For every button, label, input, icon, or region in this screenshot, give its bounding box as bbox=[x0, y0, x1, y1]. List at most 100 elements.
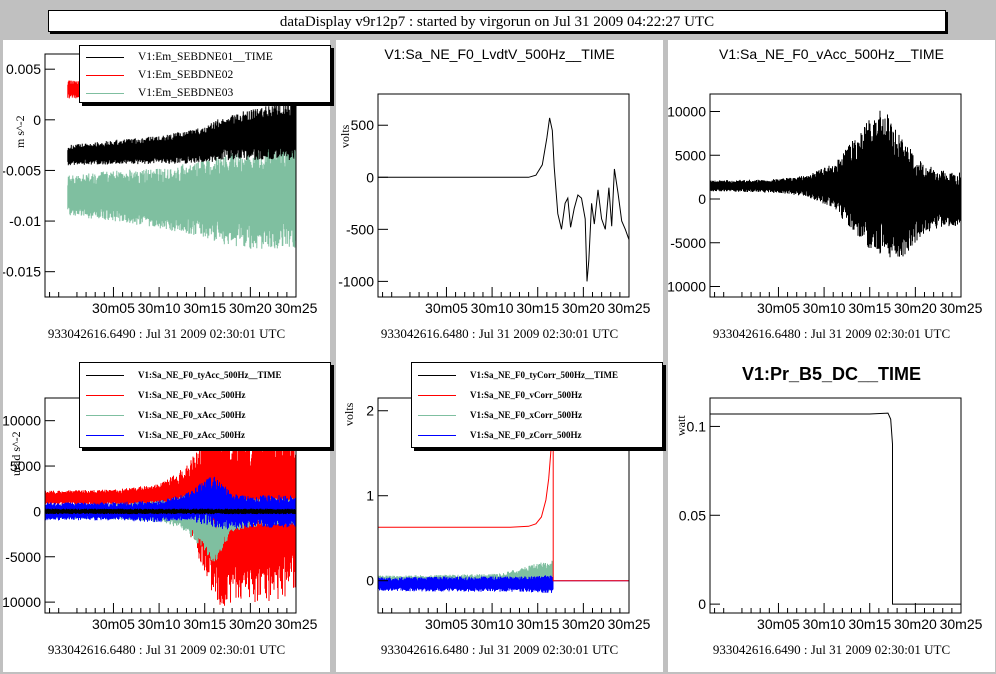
timestamp-footer: 933042616.6480 : Jul 31 2009 02:30:01 UT… bbox=[47, 642, 286, 657]
plot-frame bbox=[709, 93, 962, 298]
legend-swatch bbox=[418, 435, 456, 436]
axes: 30m05 30m10 30m15 30m20 30m25 10000 5000 0 -5000… bbox=[668, 104, 983, 317]
legend-entry: V1:Sa_NE_F0_xAcc_500Hz bbox=[80, 408, 330, 423]
axes: 30m05 30m10 30m15 30m20 30m25 2 1 0 bbox=[366, 403, 650, 632]
y-tick-label: -5000 bbox=[670, 235, 706, 251]
legend[interactable]: V1:Em_SEBDNE01__TIME V1:Em_SEBDNE02 V1:E… bbox=[79, 45, 331, 103]
legend-entry: V1:Sa_NE_F0_vCorr_500Hz bbox=[412, 388, 662, 403]
x-tick-label: 30m25 bbox=[940, 616, 983, 632]
legend-swatch bbox=[418, 415, 456, 416]
legend-swatch bbox=[86, 75, 124, 76]
legend-label: V1:Sa_NE_F0_zAcc_500Hz bbox=[138, 430, 245, 440]
x-tick-label: 30m05 bbox=[425, 616, 468, 632]
y-tick-label: -0.005 bbox=[3, 162, 41, 178]
legend-label: V1:Sa_NE_F0_zCorr_500Hz bbox=[470, 430, 582, 440]
plot-title: V1:Pr_B5_DC__TIME bbox=[741, 364, 922, 384]
plot-pad-lvdtv[interactable]: 30m05 30m10 30m15 30m20 30m25 500 0 -500 -1000 V… bbox=[336, 40, 663, 356]
legend-entry: V1:Sa_NE_F0_tyAcc_500Hz__TIME bbox=[80, 368, 330, 383]
x-tick-label: 30m20 bbox=[229, 616, 272, 632]
legend-entry: V1:Em_SEBDNE01__TIME bbox=[80, 50, 330, 65]
legend-entry: V1:Sa_NE_F0_xCorr_500Hz bbox=[412, 408, 662, 423]
y-tick-label: -500 bbox=[346, 221, 374, 237]
axes: 30m05 30m10 30m15 30m20 30m25 0.005 0 -0.005 -0.… bbox=[3, 61, 318, 316]
legend[interactable]: V1:Sa_NE_F0_tyCorr_500Hz__TIME V1:Sa_NE_… bbox=[411, 362, 663, 448]
timestamp-footer: 933042616.6490 : Jul 31 2009 02:30:01 UT… bbox=[712, 642, 951, 657]
plot-pad-em-sebdne[interactable]: 30m05 30m10 30m15 30m20 30m25 0.005 0 -0.005 -0.… bbox=[3, 40, 331, 356]
plot-pad-corr[interactable]: 30m05 30m10 30m15 30m20 30m25 2 1 0 volts V1:Sa… bbox=[336, 356, 663, 672]
timestamp-footer: 933042616.6480 : Jul 31 2009 02:30:01 UT… bbox=[712, 326, 951, 341]
series-trace-0 bbox=[378, 117, 629, 282]
y-tick-label: 0.005 bbox=[6, 61, 41, 77]
legend-swatch bbox=[86, 415, 124, 416]
y-tick-label: 0 bbox=[33, 112, 41, 128]
x-tick-label: 30m05 bbox=[757, 616, 800, 632]
x-tick-label: 30m20 bbox=[562, 300, 605, 316]
legend-swatch bbox=[86, 375, 124, 376]
y-tick-label: -0.015 bbox=[3, 264, 41, 280]
plot-title: V1:Sa_NE_F0_LvdtV_500Hz__TIME bbox=[384, 46, 615, 62]
plot-data bbox=[710, 412, 961, 605]
x-tick-label: 30m10 bbox=[471, 616, 514, 632]
y-axis-label: watt bbox=[674, 415, 688, 436]
x-tick-label: 30m10 bbox=[803, 300, 846, 316]
x-tick-label: 30m15 bbox=[848, 300, 891, 316]
series-trace-0 bbox=[710, 110, 961, 258]
x-tick-label: 30m05 bbox=[757, 300, 800, 316]
x-tick-label: 30m20 bbox=[894, 300, 937, 316]
plot-data bbox=[378, 402, 629, 593]
plot-title: V1:Sa_NE_F0_vAcc_500Hz__TIME bbox=[719, 46, 944, 62]
legend-entry: V1:Sa_NE_F0_tyCorr_500Hz__TIME bbox=[412, 368, 662, 383]
plot-canvas: 30m05 30m10 30m15 30m20 30m25 500 0 -500 -1000 bbox=[338, 93, 651, 316]
plot-data bbox=[45, 420, 296, 606]
plot-area bbox=[710, 398, 961, 613]
plot-canvas: 30m05 30m10 30m15 30m20 30m25 0.1 0.05 0 bbox=[679, 397, 983, 632]
x-tick-label: 30m15 bbox=[183, 300, 226, 316]
y-tick-label: 0.1 bbox=[687, 418, 707, 434]
legend-entry: V1:Sa_NE_F0_zAcc_500Hz bbox=[80, 428, 330, 443]
plot-pad-vacc[interactable]: 30m05 30m10 30m15 30m20 30m25 10000 5000 0 -5000… bbox=[668, 40, 995, 356]
y-tick-label: 0 bbox=[366, 573, 374, 589]
y-tick-label: 0 bbox=[366, 169, 374, 185]
y-axis-label: volts bbox=[338, 124, 352, 148]
x-tick-label: 30m10 bbox=[138, 616, 181, 632]
x-tick-label: 30m20 bbox=[229, 300, 272, 316]
y-tick-label: 2 bbox=[366, 403, 374, 419]
x-tick-label: 30m25 bbox=[608, 616, 651, 632]
x-tick-label: 30m20 bbox=[562, 616, 605, 632]
series-trace-1 bbox=[378, 402, 629, 582]
legend-entry: V1:Sa_NE_F0_vAcc_500Hz bbox=[80, 388, 330, 403]
y-axis-label: volts bbox=[342, 402, 356, 426]
legend-swatch bbox=[418, 375, 456, 376]
legend-label: V1:Sa_NE_F0_tyAcc_500Hz__TIME bbox=[138, 370, 282, 380]
y-tick-label: -1000 bbox=[338, 273, 374, 289]
y-tick-label: -10000 bbox=[3, 594, 41, 610]
legend-entry: V1:Em_SEBDNE03 bbox=[80, 86, 330, 101]
x-tick-label: 30m15 bbox=[183, 616, 226, 632]
series-trace-2 bbox=[67, 143, 296, 249]
legend-swatch bbox=[86, 93, 124, 94]
legend-swatch bbox=[86, 57, 124, 58]
x-tick-label: 30m25 bbox=[940, 300, 983, 316]
x-tick-label: 30m25 bbox=[275, 616, 318, 632]
x-tick-label: 30m25 bbox=[275, 300, 318, 316]
legend-entry: V1:Sa_NE_F0_zCorr_500Hz bbox=[412, 428, 662, 443]
legend-label: V1:Sa_NE_F0_vAcc_500Hz bbox=[138, 390, 246, 400]
plot-data bbox=[378, 117, 629, 282]
y-tick-label: -5000 bbox=[5, 549, 41, 565]
x-tick-label: 30m15 bbox=[848, 616, 891, 632]
x-tick-label: 30m10 bbox=[138, 300, 181, 316]
x-tick-label: 30m15 bbox=[516, 616, 559, 632]
plot-pad-acc[interactable]: 30m05 30m10 30m15 30m20 30m25 10000 5000 0 -5000… bbox=[3, 356, 331, 672]
timestamp-footer: 933042616.6480 : Jul 31 2009 02:30:01 UT… bbox=[380, 642, 619, 657]
legend[interactable]: V1:Sa_NE_F0_tyAcc_500Hz__TIME V1:Sa_NE_F… bbox=[79, 362, 331, 448]
legend-swatch bbox=[86, 435, 124, 436]
legend-label: V1:Em_SEBDNE01__TIME bbox=[138, 51, 273, 63]
legend-label: V1:Em_SEBDNE03 bbox=[138, 87, 234, 99]
legend-label: V1:Em_SEBDNE02 bbox=[138, 69, 234, 81]
legend-swatch bbox=[86, 395, 124, 396]
plot-pad-pr-b5-dc[interactable]: 30m05 30m10 30m15 30m20 30m25 0.1 0.05 0 V1:Pr_… bbox=[668, 356, 995, 672]
plot-frame bbox=[377, 93, 630, 298]
legend-label: V1:Sa_NE_F0_vCorr_500Hz bbox=[470, 390, 582, 400]
y-tick-label: 5000 bbox=[10, 458, 41, 474]
axes: 30m05 30m10 30m15 30m20 30m25 500 0 -500 -1000 bbox=[338, 117, 650, 316]
